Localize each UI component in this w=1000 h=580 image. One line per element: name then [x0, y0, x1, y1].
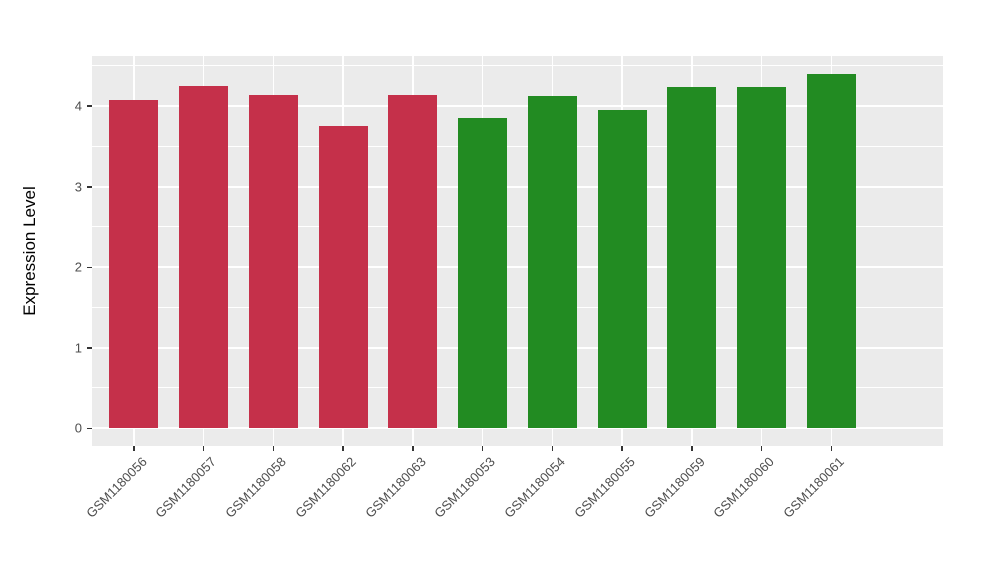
y-axis-title: Expression Level — [20, 186, 39, 316]
x-tick-mark — [342, 446, 344, 451]
x-tick-mark — [621, 446, 623, 451]
gridline-minor — [92, 226, 943, 228]
x-tick-label: GSM1180058 — [222, 454, 289, 521]
x-tick-label: GSM1180061 — [780, 454, 848, 521]
x-tick-mark — [481, 446, 484, 451]
y-tick-label: 2 — [74, 259, 82, 275]
y-tick-label: 3 — [74, 179, 82, 195]
gridline-major — [92, 346, 943, 349]
gridline-minor — [92, 145, 943, 147]
bar — [597, 109, 647, 429]
x-tick-label: GSM1180062 — [292, 454, 359, 521]
y-tick-label: 0 — [74, 420, 82, 436]
x-tick-label: GSM1180054 — [501, 454, 568, 521]
bar — [109, 99, 159, 429]
y-tick-label: 4 — [74, 98, 82, 114]
x-tick-label: GSM1180057 — [152, 454, 220, 521]
x-tick-label: GSM1180055 — [571, 454, 638, 521]
y-tick-mark — [87, 266, 92, 269]
x-tick-mark — [202, 446, 205, 451]
gridline-major — [92, 104, 943, 107]
bar — [179, 85, 228, 429]
y-tick-mark — [87, 427, 92, 430]
gridline-minor — [92, 65, 943, 67]
x-tick-mark — [272, 446, 275, 451]
x-tick-mark — [760, 446, 763, 451]
gridline-minor — [92, 306, 943, 308]
chart-panel — [92, 56, 943, 446]
x-tick-mark — [133, 446, 135, 451]
bar — [248, 94, 298, 429]
x-tick-label: GSM1180063 — [361, 454, 429, 521]
gridline-minor — [92, 387, 943, 389]
x-tick-mark — [691, 446, 693, 451]
bar — [527, 96, 577, 429]
bar — [458, 118, 508, 429]
gridline-major — [92, 266, 943, 269]
gridline-major — [92, 427, 943, 430]
y-tick-mark — [87, 186, 92, 188]
gridline-major — [92, 185, 943, 188]
bar — [388, 94, 438, 429]
x-tick-mark — [412, 446, 414, 451]
bar — [318, 126, 368, 429]
bar — [806, 73, 856, 429]
x-tick-label: GSM1180060 — [710, 454, 778, 521]
bar — [667, 86, 717, 429]
x-tick-label: GSM1180053 — [431, 454, 499, 521]
y-tick-mark — [87, 347, 92, 349]
x-tick-mark — [830, 446, 833, 451]
bar — [737, 87, 787, 429]
x-tick-label: GSM1180059 — [640, 454, 708, 521]
y-tick-mark — [87, 105, 92, 107]
y-tick-label: 1 — [74, 340, 82, 356]
x-tick-label: GSM1180056 — [82, 454, 150, 521]
x-tick-mark — [551, 446, 554, 451]
